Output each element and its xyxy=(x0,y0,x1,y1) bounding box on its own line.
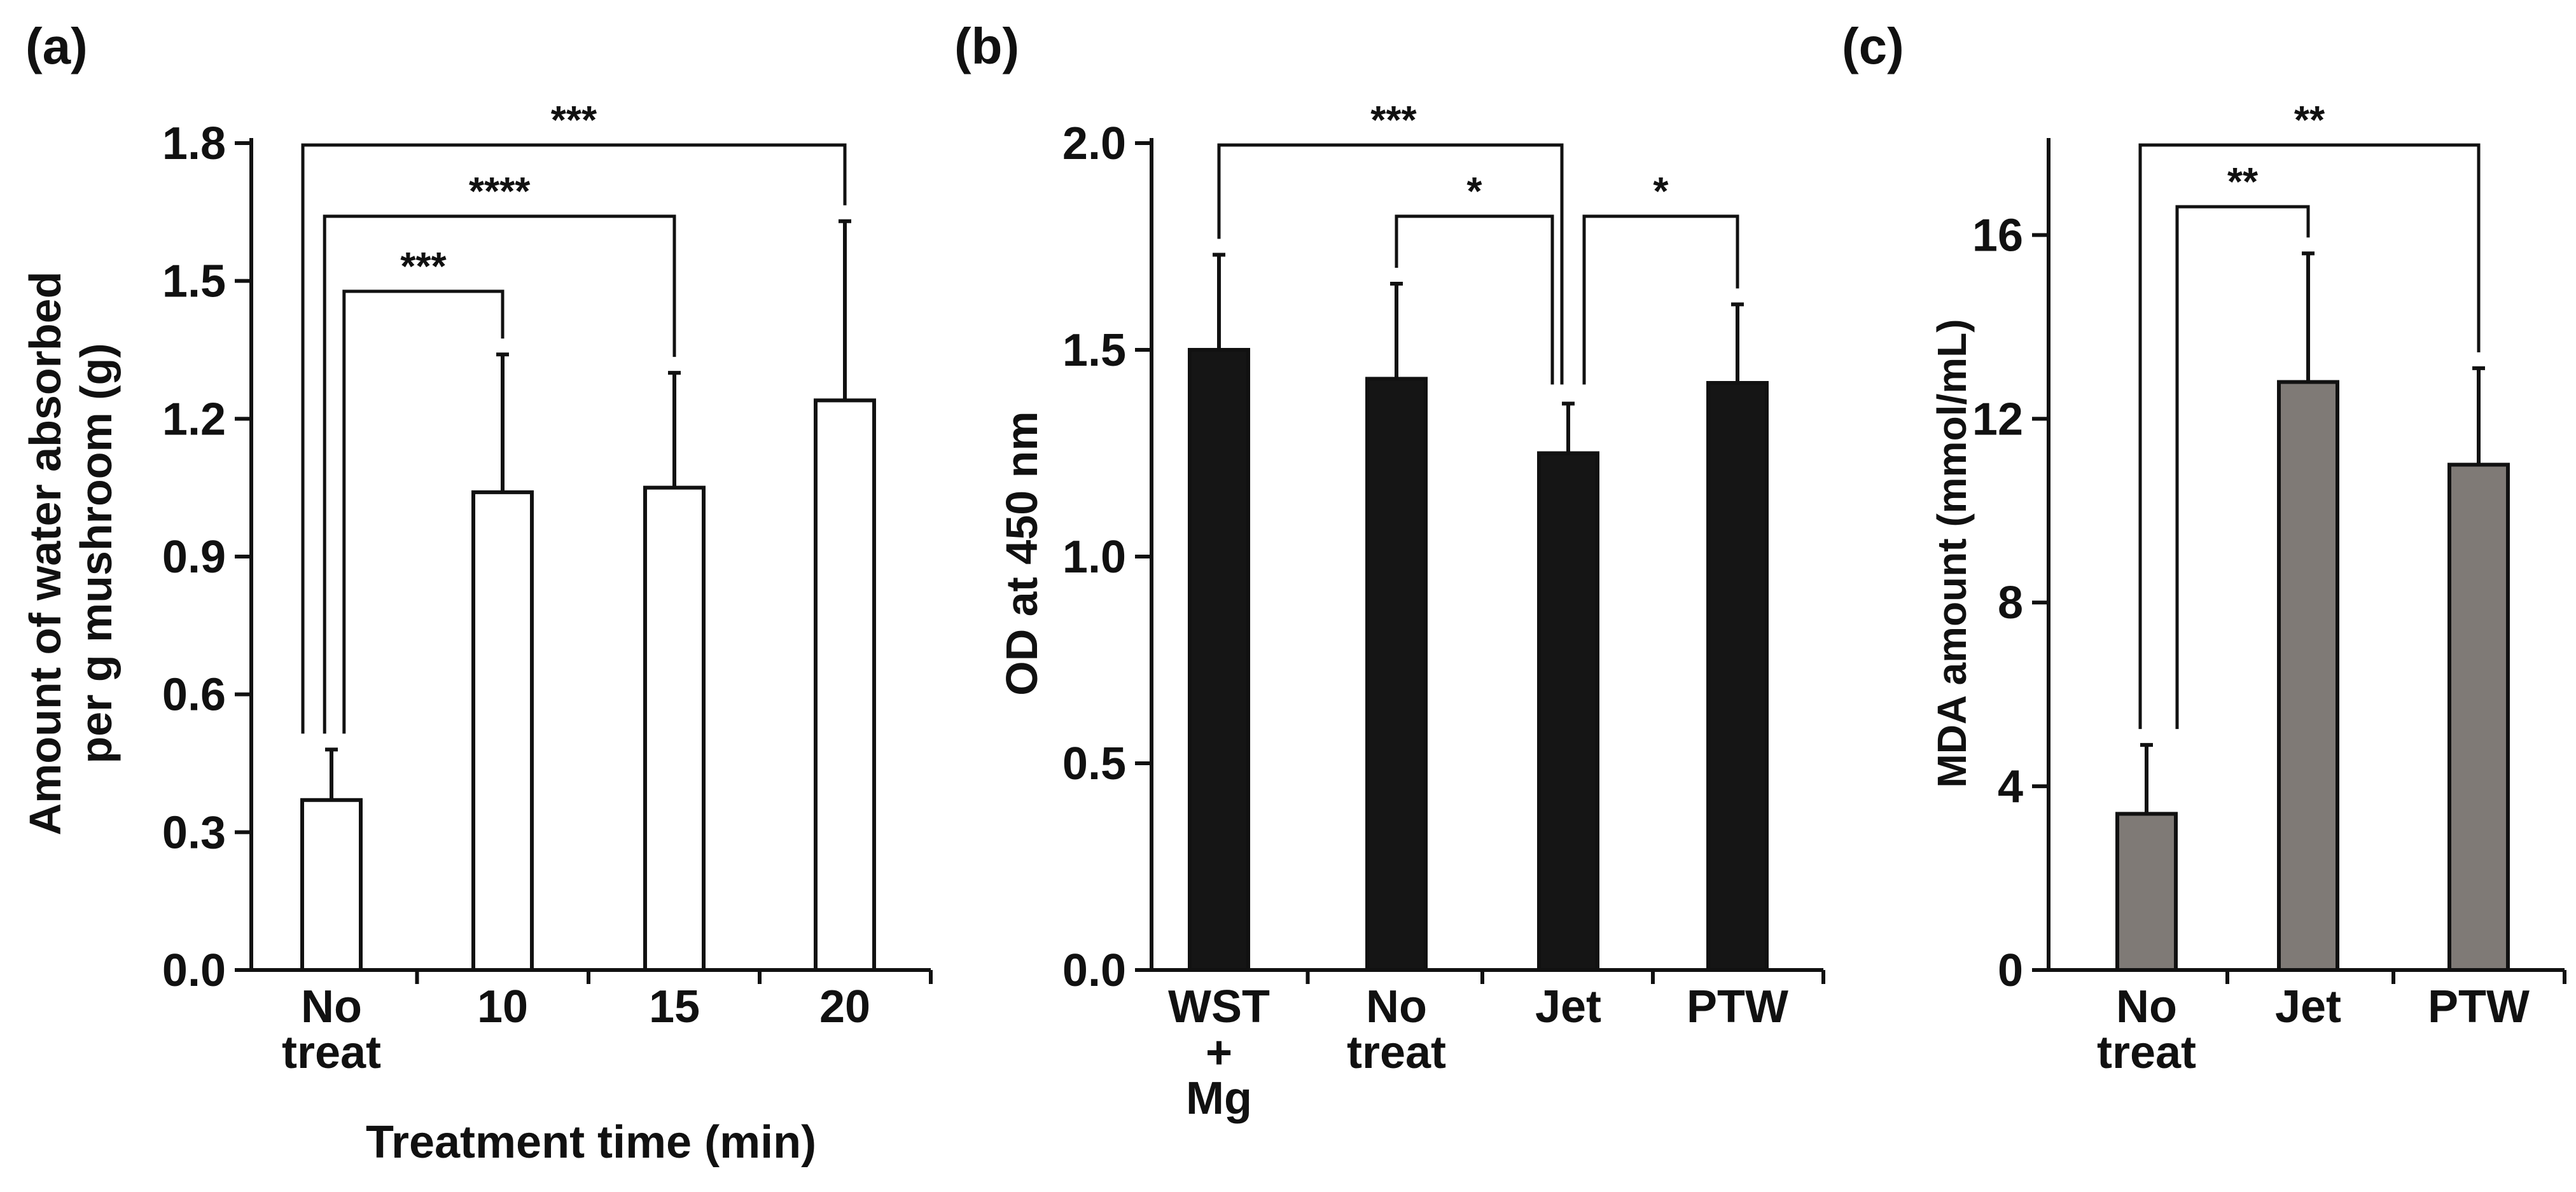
x-tick-label: No xyxy=(2116,981,2177,1032)
bar xyxy=(814,398,876,972)
y-axis-title: OD at 450 nm xyxy=(997,411,1047,695)
significance-label: ** xyxy=(2294,99,2325,142)
significance-bracket xyxy=(2175,205,2310,730)
y-axis-title: per g mushroom (g) xyxy=(71,343,121,763)
bar xyxy=(1537,451,1599,972)
significance-label: ** xyxy=(2227,160,2259,204)
panel-label: (b) xyxy=(954,18,1019,74)
y-tick-label: 0.0 xyxy=(1062,945,1126,996)
bar xyxy=(1365,377,1428,972)
bar xyxy=(2277,380,2339,972)
significance-bracket xyxy=(1395,214,1554,385)
y-tick-label: 8 xyxy=(1998,578,2023,628)
x-tick-label: treat xyxy=(282,1027,381,1078)
bar xyxy=(2447,462,2510,972)
x-tick-label: Jet xyxy=(2275,981,2341,1032)
significance-bracket xyxy=(301,143,847,734)
x-tick-label: treat xyxy=(2097,1027,2196,1078)
y-tick-label: 12 xyxy=(1972,394,2023,445)
x-tick-label: Mg xyxy=(1186,1073,1252,1124)
bar xyxy=(1706,381,1769,972)
x-tick-label: 20 xyxy=(819,981,870,1032)
y-tick-label: 0.5 xyxy=(1062,738,1126,789)
x-tick-label: PTW xyxy=(2428,981,2530,1032)
y-tick-label: 0.6 xyxy=(162,670,226,721)
y-axis-title: Amount of water absorbed xyxy=(20,272,70,836)
y-tick-label: 4 xyxy=(1998,761,2023,812)
significance-label: *** xyxy=(551,99,597,142)
x-tick-label: WST xyxy=(1168,981,1270,1032)
y-tick-label: 0.9 xyxy=(162,532,226,583)
significance-label: * xyxy=(1466,170,1482,214)
significance-label: *** xyxy=(1370,99,1417,142)
x-tick-label: 15 xyxy=(649,981,700,1032)
significance-label: * xyxy=(1653,170,1669,214)
x-tick-label: Jet xyxy=(1535,981,1601,1032)
y-tick-label: 16 xyxy=(1972,210,2023,261)
y-tick-label: 1.8 xyxy=(162,118,226,169)
significance-label: *** xyxy=(400,245,447,289)
y-tick-label: 0.0 xyxy=(162,945,226,996)
y-tick-label: 0.3 xyxy=(162,807,226,858)
bar xyxy=(471,490,534,972)
y-axis-title: MDA amount (mmol/mL) xyxy=(1929,319,1975,787)
y-tick-label: 1.5 xyxy=(1062,325,1126,376)
x-tick-label: No xyxy=(1366,981,1427,1032)
bar xyxy=(300,798,363,973)
bar xyxy=(2115,812,2178,973)
y-tick-label: 1.5 xyxy=(162,256,226,307)
y-tick-label: 0 xyxy=(1998,945,2023,996)
significance-label: **** xyxy=(469,170,531,214)
panel-label: (a) xyxy=(25,18,88,74)
bar xyxy=(643,485,706,972)
significance-bracket xyxy=(2138,143,2481,730)
y-tick-label: 1.0 xyxy=(1062,532,1126,583)
significance-bracket xyxy=(342,289,505,734)
panel-label: (c) xyxy=(1842,18,1904,74)
bar xyxy=(1188,348,1250,972)
significance-bracket xyxy=(323,214,676,734)
y-tick-label: 1.2 xyxy=(162,394,226,445)
x-tick-label: 10 xyxy=(477,981,528,1032)
x-tick-label: treat xyxy=(1347,1027,1446,1078)
x-axis-title: Treatment time (min) xyxy=(366,1117,816,1168)
x-tick-label: No xyxy=(301,981,362,1032)
significance-bracket xyxy=(1582,214,1739,385)
x-tick-label: PTW xyxy=(1687,981,1788,1032)
x-tick-label: + xyxy=(1206,1027,1232,1078)
significance-bracket xyxy=(1217,143,1564,385)
y-tick-label: 2.0 xyxy=(1062,118,1126,169)
